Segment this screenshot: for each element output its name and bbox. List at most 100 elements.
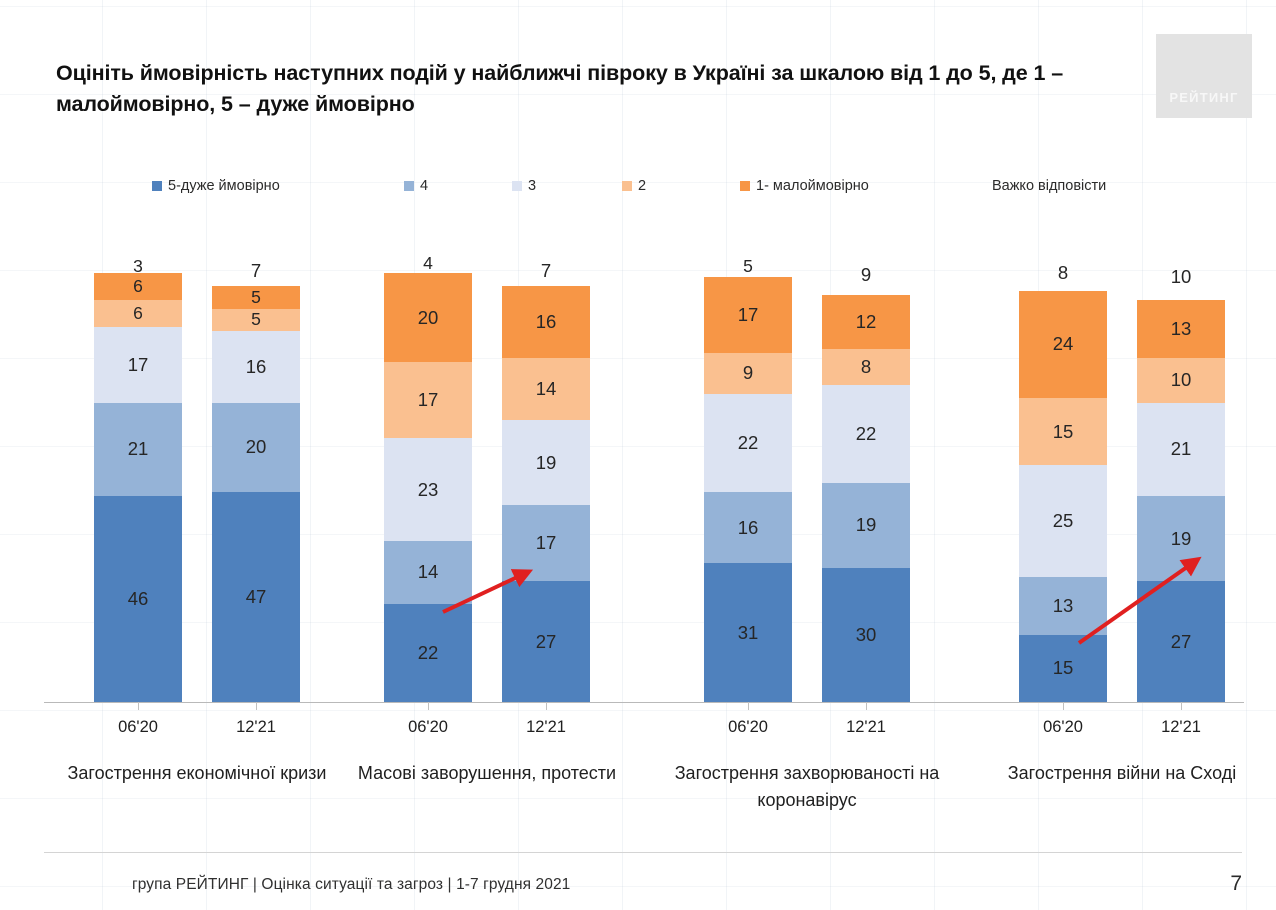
bar-segment: 16 — [704, 491, 792, 564]
bar-value-label: 25 — [1052, 509, 1074, 531]
x-axis-period-label: 12'21 — [526, 718, 566, 736]
bar-segment: 6 — [94, 272, 182, 300]
bar-value-label: 31 — [737, 621, 759, 643]
legend-swatch-icon — [404, 181, 414, 191]
bar-segment: 17 — [94, 326, 182, 403]
bar-segment: 21 — [1137, 402, 1225, 497]
bar-segment: 47 — [212, 491, 300, 702]
bar-group-1: 22 14 23 17 20 4 27 17 19 14 16 7 — [384, 206, 594, 710]
stacked-bar[interactable]: 27 17 19 14 16 7 — [502, 255, 590, 702]
bar-segment: 5 — [212, 308, 300, 332]
stacked-bar[interactable]: 15 13 25 15 24 8 — [1019, 255, 1107, 702]
x-axis-period-label: 06'20 — [1043, 718, 1083, 736]
bar-segment: 5 — [212, 286, 300, 309]
legend-label: Важко відповісти — [992, 178, 1107, 194]
page-number: 7 — [1230, 872, 1242, 895]
bar-value-label: 5 — [251, 309, 261, 330]
bar-group-title: Загострення війни на Сході — [1007, 763, 1237, 783]
bar-value-label: 22 — [855, 422, 877, 444]
bar-group-title: Загострення економічної кризи — [67, 763, 327, 783]
bar-segment: 16 — [502, 286, 590, 358]
legend-item-0[interactable]: 5-дуже ймовірно — [152, 178, 280, 194]
bar-segment: 14 — [502, 357, 590, 421]
bar-segment: 22 — [822, 384, 910, 483]
bar-segment: 22 — [704, 393, 792, 492]
bar-value-label: 7 — [250, 259, 262, 281]
bar-value-label: 21 — [1170, 438, 1192, 460]
bar-segment: 14 — [384, 541, 472, 604]
bar-value-label: 10 — [1170, 266, 1192, 288]
legend-label: 5-дуже ймовірно — [168, 178, 280, 194]
bar-segment: 9 — [704, 353, 792, 394]
stacked-bar[interactable]: 22 14 23 17 20 4 — [384, 253, 472, 702]
bar-segment: 10 — [1137, 357, 1225, 403]
x-axis-tick — [748, 702, 749, 710]
bar-value-label: 30 — [855, 623, 877, 645]
bar-segment: 24 — [1019, 290, 1107, 399]
bar-value-label: 13 — [1170, 317, 1192, 339]
x-axis-tick — [256, 702, 257, 710]
bar-segment: 13 — [1137, 299, 1225, 358]
bar-value-label: 23 — [417, 478, 439, 500]
bar-segment-hard-to-answer: 7 — [502, 255, 590, 286]
bar-group-3: 15 13 25 15 24 8 27 19 21 10 13 10 — [1019, 206, 1229, 710]
bar-segment-hard-to-answer: 7 — [212, 255, 300, 286]
bar-segment: 20 — [212, 402, 300, 492]
stacked-bar[interactable]: 27 19 21 10 13 10 — [1137, 255, 1225, 702]
bar-segment-hard-to-answer: 3 — [94, 256, 182, 276]
legend-item-5[interactable]: Важко відповісти — [992, 178, 1106, 194]
bar-value-label: 24 — [1052, 333, 1074, 355]
bar-value-label: 16 — [737, 516, 759, 538]
bar-value-label: 16 — [535, 311, 557, 333]
bar-value-label: 19 — [1170, 527, 1192, 549]
bar-value-label: 14 — [535, 378, 557, 400]
legend-item-2[interactable]: 3 — [512, 178, 536, 194]
rating-group-logo: РЕЙТИНГ — [1156, 34, 1252, 118]
footer-source: група РЕЙТИНГ | Оцінка ситуації та загро… — [132, 876, 571, 893]
bar-segment: 19 — [822, 482, 910, 568]
bar-value-label: 20 — [245, 436, 267, 458]
bar-segment: 17 — [502, 505, 590, 582]
legend-label: 3 — [528, 178, 537, 194]
legend-item-3[interactable]: 2 — [622, 178, 646, 194]
x-axis-line — [44, 702, 1244, 703]
bar-segment-hard-to-answer: 9 — [822, 255, 910, 295]
bar-segment: 25 — [1019, 465, 1107, 577]
logo-text: РЕЙТИНГ — [1169, 90, 1239, 105]
bar-value-label: 17 — [737, 304, 759, 326]
bar-value-label: 8 — [1057, 261, 1069, 283]
x-axis-tick — [1063, 702, 1064, 710]
bar-value-label: 3 — [133, 255, 143, 276]
legend-label: 1- малоймовірно — [756, 178, 869, 194]
stacked-bar[interactable]: 46 21 17 6 6 3 — [94, 256, 182, 702]
x-axis-period-label: 06'20 — [728, 718, 768, 736]
legend-label: 2 — [638, 178, 647, 194]
bar-segment-hard-to-answer: 8 — [1019, 255, 1107, 291]
chart-plot-area: 46 21 17 6 6 3 47 20 16 5 5 7 22 14 23 17 20 4 27 17 19 14 16 7… — [44, 206, 1244, 710]
page-title: Оцініть ймовірність наступних подій у на… — [56, 61, 1064, 117]
bar-segment-hard-to-answer: 10 — [1137, 255, 1225, 300]
bar-value-label: 15 — [1052, 657, 1074, 679]
bar-segment: 17 — [704, 277, 792, 354]
x-axis-tick — [138, 702, 139, 710]
stacked-bar[interactable]: 30 19 22 8 12 9 — [822, 255, 910, 702]
bar-value-label: 27 — [535, 630, 557, 652]
bar-value-label: 13 — [1052, 594, 1074, 616]
bar-segment: 8 — [822, 348, 910, 385]
bar-value-label: 46 — [127, 588, 149, 610]
bar-segment: 12 — [822, 295, 910, 349]
legend-item-4[interactable]: 1- малоймовірно — [740, 178, 869, 194]
bar-group-title: Масові заворушення, протести — [357, 763, 617, 783]
legend-swatch-icon — [512, 181, 522, 191]
x-axis-period-label: 12'21 — [846, 718, 886, 736]
legend-item-1[interactable]: 4 — [404, 178, 428, 194]
bar-segment: 16 — [212, 331, 300, 403]
bar-value-label: 10 — [1170, 369, 1192, 391]
bar-value-label: 19 — [855, 514, 877, 536]
stacked-bar[interactable]: 31 16 22 9 17 5 — [704, 255, 792, 702]
x-axis-tick — [1181, 702, 1182, 710]
bar-value-label: 7 — [540, 259, 552, 281]
bar-segment: 22 — [384, 603, 472, 702]
stacked-bar[interactable]: 47 20 16 5 5 7 — [212, 255, 300, 702]
